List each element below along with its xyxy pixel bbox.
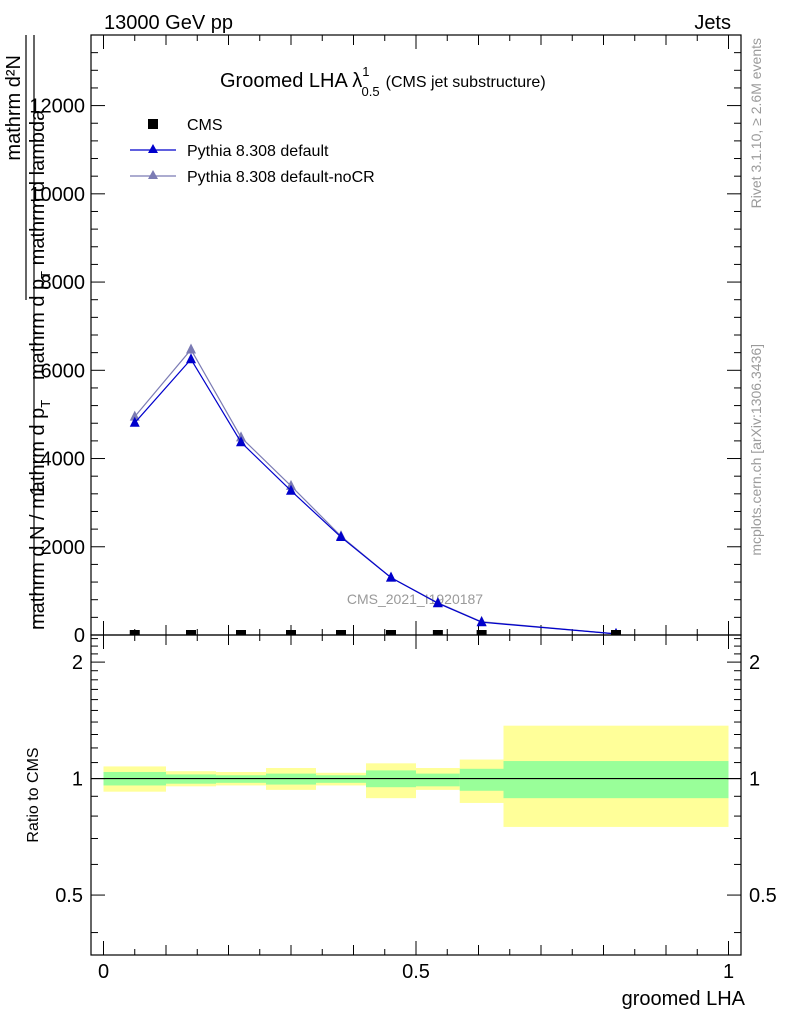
- point-pythia-default: [476, 616, 487, 627]
- point-cms: [476, 630, 487, 635]
- chart-title: Groomed LHA λ1 0.5 (CMS jet substructure): [220, 64, 546, 99]
- point-cms: [336, 630, 346, 635]
- x-axis-label: groomed LHA: [622, 988, 746, 1010]
- x-tick-label: 0: [98, 961, 109, 983]
- main-ytick-label: 2000: [41, 537, 86, 559]
- legend: CMS Pythia 8.308 default Pythia 8.308 de…: [130, 117, 375, 186]
- chart-title-sub: 0.5: [362, 84, 380, 99]
- ratio-ytick-label: 2: [72, 652, 83, 674]
- main-ytick-label: 6000: [41, 360, 86, 382]
- main-ytick-label: 4000: [41, 449, 86, 471]
- point-pythia-default: [286, 484, 296, 495]
- ratio-ytick-label-right: 0.5: [749, 885, 777, 907]
- legend-default-marker: [148, 144, 158, 153]
- point-cms: [432, 630, 443, 635]
- point-cms: [236, 630, 246, 635]
- x-tick-label: 0.5: [402, 961, 430, 983]
- main-ylabel: 1 mathrm d N / mathrm d pT mathrm d²N ma…: [3, 35, 53, 630]
- point-cms: [386, 630, 396, 635]
- mcplots-label: mcplots.cern.ch [arXiv:1306.3436]: [748, 344, 764, 556]
- ratio-ytick-label: 0.5: [55, 885, 83, 907]
- point-cms: [286, 630, 296, 635]
- legend-cms-label: CMS: [187, 117, 223, 134]
- main-ytick-label: 10000: [29, 184, 85, 206]
- point-cms: [129, 630, 140, 635]
- main-ytick-label: 0: [74, 625, 85, 647]
- point-pythia-default: [129, 416, 140, 427]
- main-ytick-label: 12000: [29, 96, 85, 118]
- point-pythia-default: [186, 353, 196, 364]
- ratio-band-inner: [503, 761, 729, 799]
- header-energy-label: 13000 GeV pp: [104, 12, 233, 34]
- ratio-ytick-label-right: 1: [749, 769, 760, 791]
- ratio-axes: 0.5 0.5 1 1 2 2 0 0.5 1: [55, 635, 777, 983]
- legend-nocr-marker: [148, 170, 158, 179]
- point-pythia-default: [236, 436, 246, 447]
- ylabel-main-bottom: mathrm d N / mathrm d pT: [27, 400, 53, 630]
- ratio-bands: [103, 725, 729, 827]
- header-jets-label: Jets: [694, 12, 731, 34]
- ratio-ylabel: Ratio to CMS: [25, 747, 42, 842]
- main-ytick-label: 8000: [41, 272, 86, 294]
- ratio-ytick-label: 1: [72, 769, 83, 791]
- rivet-label: Rivet 3.1.10, ≥ 2.6M events: [748, 38, 764, 208]
- ratio-band-inner: [416, 773, 460, 787]
- point-pythia-default: [386, 571, 396, 582]
- legend-nocr-label: Pythia 8.308 default-noCR: [187, 169, 375, 186]
- legend-cms-marker: [148, 119, 158, 129]
- x-tick-label: 1: [723, 961, 734, 983]
- legend-default-label: Pythia 8.308 default: [187, 143, 329, 160]
- main-axes: 0 2000 4000 6000 8000 10000 12000: [29, 34, 741, 647]
- ratio-ytick-label-right: 2: [749, 652, 760, 674]
- ylabel-bottom: mathrm d pT mathrm d lambda: [27, 109, 53, 380]
- point-pythia-nocr: [186, 343, 196, 354]
- chart-title-main: Groomed LHA λ: [220, 70, 362, 92]
- ylabel-top: mathrm d²N: [3, 55, 25, 161]
- analysis-watermark: CMS_2021_I1920187: [347, 591, 483, 607]
- point-pythia-nocr: [129, 410, 140, 421]
- main-panel: 0 2000 4000 6000 8000 10000 12000 CMS_2021_I19…: [29, 34, 742, 647]
- ratio-band-inner: [459, 768, 504, 791]
- point-pythia-default: [336, 531, 346, 542]
- ratio-frame: [90, 634, 742, 956]
- point-pythia-default: [432, 597, 443, 608]
- point-cms: [611, 630, 621, 635]
- chart-subtitle: (CMS jet substructure): [386, 74, 546, 91]
- chart-title-sup: 1: [362, 64, 369, 79]
- point-cms: [186, 630, 196, 635]
- main-series: [129, 343, 621, 635]
- ratio-panel: 0.5 0.5 1 1 2 2 0 0.5 1: [55, 634, 777, 983]
- ylabel-main-top: 1: [27, 484, 49, 495]
